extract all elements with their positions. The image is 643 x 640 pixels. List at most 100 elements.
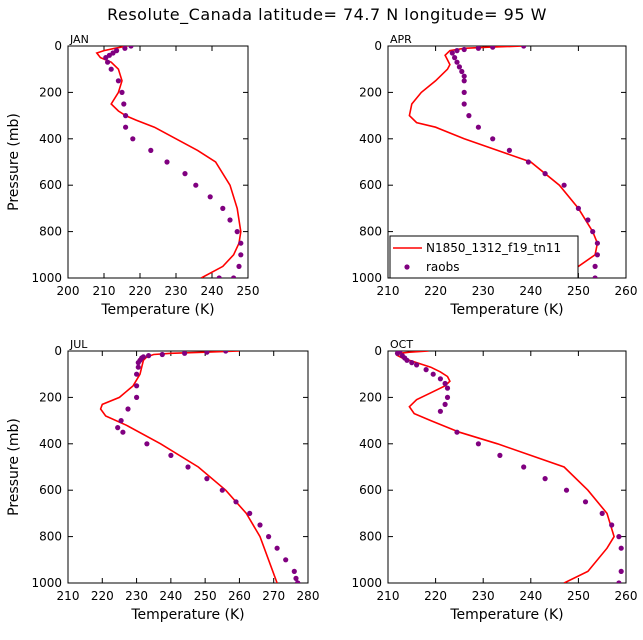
x-tick-label: 210 (57, 589, 80, 603)
obs-point (561, 182, 567, 188)
y-axis-label: Pressure (mb) (6, 418, 22, 516)
x-axis-label: Temperature (K) (449, 607, 563, 623)
y-tick-label: 400 (39, 132, 62, 146)
plot-frame (387, 350, 627, 584)
obs-point (461, 101, 467, 107)
obs-point (146, 353, 152, 359)
y-tick-label: 200 (359, 85, 382, 99)
obs-point (123, 124, 129, 130)
obs-point (582, 499, 589, 505)
obs-point (594, 240, 601, 246)
obs-point (119, 89, 125, 95)
obs-point (135, 360, 141, 366)
obs-point (599, 510, 605, 516)
obs-point (521, 46, 527, 49)
obs-point (618, 545, 624, 551)
obs-point (266, 534, 272, 540)
panel-apr: 210 220 230 240 250 260 0 200 400 600 800 1000 APR Te… (351, 33, 637, 318)
obs-point (216, 275, 222, 278)
obs-point (233, 499, 239, 505)
obs-point (135, 364, 141, 370)
obs-point (490, 136, 496, 142)
obs-point (164, 159, 170, 165)
obs-point (134, 394, 140, 400)
obs-point (404, 357, 410, 363)
obs-point (238, 240, 244, 246)
x-tick-label: 240 (519, 284, 542, 298)
obs-point (257, 522, 263, 528)
y-tick-label: 600 (359, 178, 382, 192)
obs-point (125, 406, 131, 412)
obs-point (159, 351, 165, 358)
x-tick-label: 230 (165, 284, 188, 298)
obs-point (616, 580, 622, 583)
obs-point (456, 64, 462, 70)
obs-point (234, 229, 240, 235)
obs-point (247, 510, 253, 516)
obs-point (459, 68, 465, 75)
obs-point (461, 78, 467, 84)
x-tick-label: 220 (424, 284, 447, 298)
obs-point (430, 371, 436, 377)
x-tick-label: 250 (237, 284, 260, 298)
obs-point (291, 568, 297, 575)
panel-jan: 200 210 220 230 240 250 0 200 400 600 800 1000 JAN Te… (6, 33, 259, 318)
obs-point (423, 367, 429, 373)
y-tick-label: 200 (39, 85, 62, 99)
y-tick-label: 0 (54, 39, 62, 53)
obs-point (120, 429, 126, 435)
obs-point (134, 383, 140, 389)
obs-point (121, 101, 127, 107)
obs-point (223, 351, 229, 354)
x-axis-label: Temperature (K) (130, 607, 244, 623)
obs-point (452, 55, 458, 61)
obs-point (542, 171, 548, 177)
obs-point (437, 376, 443, 382)
obs-point (204, 476, 210, 482)
obs-point (575, 205, 582, 211)
x-tick-label: 250 (567, 284, 590, 298)
x-tick-label: 240 (519, 589, 542, 603)
obs-point (130, 136, 136, 142)
obs-point (219, 487, 225, 493)
panel-label: JAN (69, 33, 89, 46)
panel-oct: 210 220 230 240 250 260 0 200 400 600 800 1000 OCT Te… (351, 338, 637, 623)
obs-point (394, 351, 401, 356)
x-tick-label: 270 (262, 589, 285, 603)
figure-title: Resolute_Canada latitude= 74.7 N longitu… (107, 5, 547, 25)
x-tick-label: 240 (201, 284, 224, 298)
obs-point (185, 464, 191, 470)
obs-point (594, 252, 601, 258)
obs-point (122, 46, 128, 51)
obs-point (236, 263, 242, 269)
model-line (99, 351, 278, 583)
obs-point (616, 534, 622, 540)
obs-point (283, 557, 289, 563)
obs-point (293, 575, 299, 582)
obs-point (618, 568, 624, 575)
y-tick-label: 0 (374, 39, 382, 53)
obs-point (204, 351, 210, 355)
legend-label: raobs (426, 260, 460, 274)
x-tick-label: 260 (615, 589, 638, 603)
x-tick-label: 210 (377, 284, 400, 298)
obs-point (442, 380, 448, 387)
obs-point (414, 362, 420, 368)
x-tick-label: 280 (297, 589, 320, 603)
obs-point (497, 452, 503, 458)
obs-point (454, 429, 460, 435)
obs-point (274, 545, 280, 551)
x-tick-label: 230 (125, 589, 148, 603)
panel-label: JUL (69, 338, 88, 351)
obs-point (563, 487, 570, 493)
obs-point (227, 217, 233, 223)
obs-point (525, 159, 532, 165)
obs-point (592, 263, 598, 269)
plot-frame (67, 45, 249, 279)
y-tick-label: 400 (359, 437, 382, 451)
obs-point (444, 394, 451, 400)
obs-point (148, 147, 154, 153)
obs-point (128, 46, 134, 49)
x-axis-label: Temperature (K) (100, 302, 214, 318)
y-axis-label: Pressure (mb) (6, 113, 22, 211)
